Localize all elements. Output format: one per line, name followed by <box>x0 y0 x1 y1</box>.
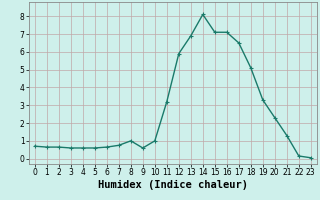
X-axis label: Humidex (Indice chaleur): Humidex (Indice chaleur) <box>98 180 248 190</box>
